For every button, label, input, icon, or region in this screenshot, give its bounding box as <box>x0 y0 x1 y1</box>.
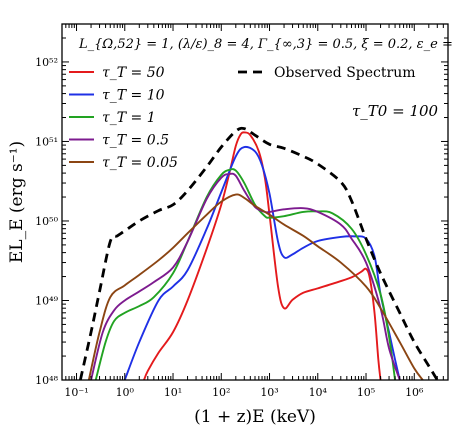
legend-label-1: τ_T = 10 <box>102 88 165 104</box>
y-axis-label: EL_E (erg s⁻¹) <box>7 141 27 263</box>
x-tick-label: 10⁶ <box>405 386 424 399</box>
x-tick-label: 10⁻¹ <box>64 386 88 399</box>
x-tick-label: 10⁵ <box>357 386 375 399</box>
parameter-annotation: L_{Ω,52} = 1, (λ/ε)_8 = 4, Γ_{∞,3} = 0.5… <box>78 37 454 52</box>
x-tick-label: 10⁴ <box>309 386 328 399</box>
legend-label-3: τ_T = 0.5 <box>102 133 169 149</box>
x-tick-label: 10³ <box>260 386 278 399</box>
series-line-3 <box>90 172 401 380</box>
series-line-5 <box>78 126 439 380</box>
x-tick-label: 10² <box>212 386 230 399</box>
legend-label-0: τ_T = 50 <box>102 65 165 81</box>
legend: τ_T = 50 τ_T = 10 τ_T = 1 τ_T = 0.5 τ_T = 0.… <box>69 65 416 171</box>
plot-frame <box>61 23 449 381</box>
tau-t0-annotation: τ_T0 = 100 <box>352 102 439 120</box>
legend-label-4: τ_T = 0.05 <box>102 155 178 171</box>
series-line-4 <box>87 193 424 380</box>
curve-layer <box>78 126 439 380</box>
series-line-1 <box>123 145 401 380</box>
legend-label-2: τ_T = 1 <box>102 110 156 126</box>
y-tick-label: 10⁴⁹ <box>35 294 58 307</box>
tick-layer: 10⁻¹ 10⁰ 10¹ 10² 10³ 10⁴ 10⁵ 10⁶ 10⁴⁸ 10⁴⁹ 10⁵⁰ 10⁵… <box>35 23 449 399</box>
y-tick-label: 10⁴⁸ <box>35 374 58 387</box>
legend-label-observed: Observed Spectrum <box>274 65 416 81</box>
y-tick-label: 10⁵¹ <box>35 135 58 148</box>
series-line-2 <box>94 168 397 380</box>
series-line-0 <box>143 131 382 380</box>
y-tick-label: 10⁵² <box>35 56 58 69</box>
y-tick-label: 10⁵⁰ <box>35 215 58 228</box>
x-tick-label: 10⁰ <box>116 386 135 399</box>
x-axis-label: (1 + z)E (keV) <box>194 407 316 427</box>
x-tick-label: 10¹ <box>164 386 182 399</box>
